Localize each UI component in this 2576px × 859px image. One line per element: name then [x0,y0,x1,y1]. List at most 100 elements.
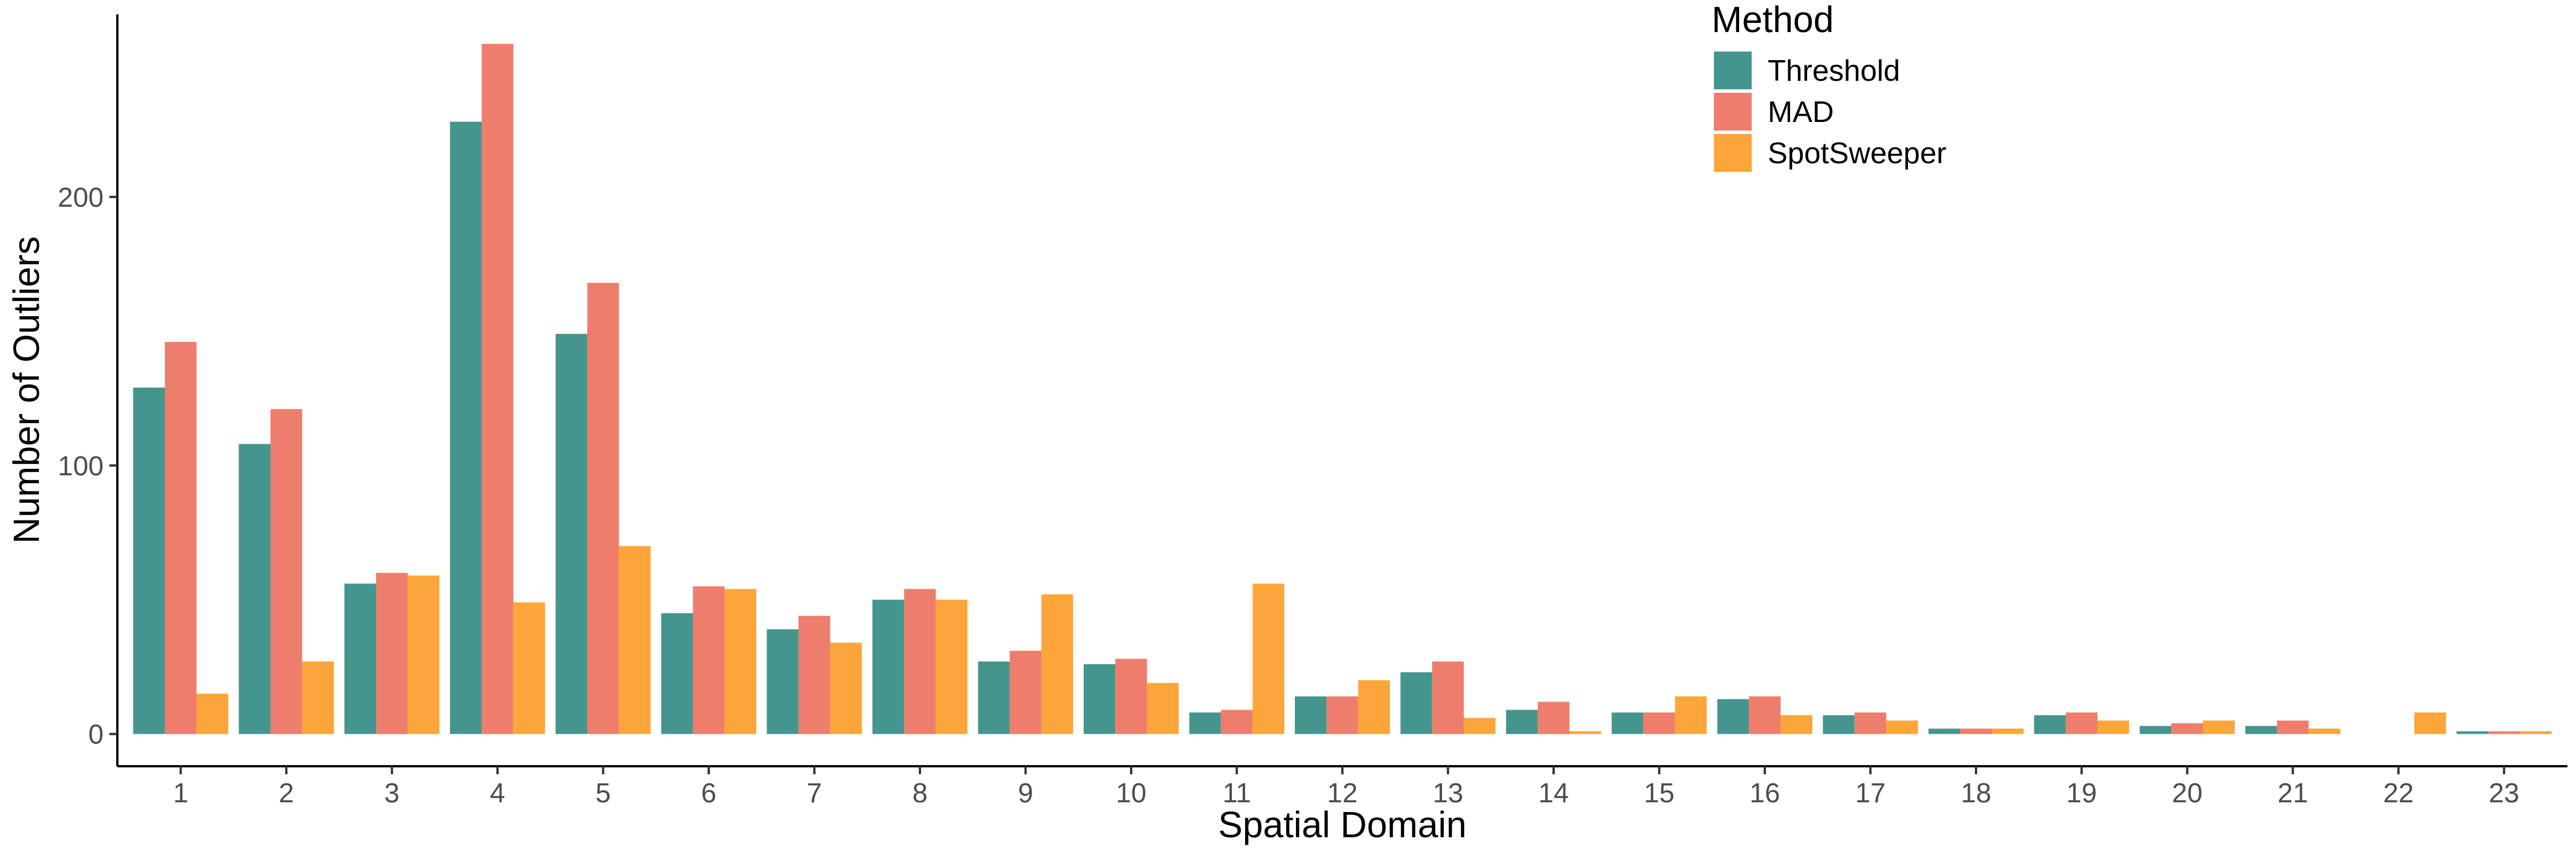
bar-mad-17 [1854,712,1887,734]
legend-label-threshold: Threshold [1768,54,1900,88]
bar-threshold-23 [2456,731,2488,734]
x-tick-label: 11 [1223,778,1251,809]
bar-spotsweeper-4 [513,602,546,734]
bar-threshold-16 [1717,699,1749,734]
bar-threshold-14 [1506,710,1538,734]
bar-mad-12 [1326,696,1358,734]
bar-threshold-17 [1823,715,1855,734]
bar-threshold-4 [450,121,482,734]
bar-spotsweeper-5 [619,546,651,734]
legend: Method Threshold MAD SpotSweeper [1712,0,1946,172]
bar-spotsweeper-15 [1675,696,1707,734]
x-tick-label: 2 [279,778,294,809]
x-tick-label: 19 [2067,778,2097,809]
bar-threshold-1 [133,387,165,734]
bar-spotsweeper-18 [1992,728,2024,734]
bar-mad-9 [1009,651,1042,734]
bar-threshold-2 [239,444,271,734]
x-tick-label: 21 [2278,778,2308,809]
bar-spotsweeper-10 [1147,683,1179,734]
y-ticks: 0 100 200 [58,183,117,750]
legend-swatch-mad [1714,93,1752,131]
bar-threshold-15 [1611,712,1643,734]
x-tick-label: 17 [1855,778,1886,809]
y-axis-title: Number of Outliers [6,236,47,543]
bar-mad-3 [376,573,408,734]
bar-spotsweeper-9 [1041,594,1073,734]
bar-mad-13 [1432,661,1464,734]
bar-mad-20 [2171,723,2203,734]
bar-threshold-3 [344,584,376,734]
legend-items: Threshold MAD SpotSweeper [1714,52,1946,172]
y-tick-label: 100 [58,451,104,482]
x-tick-label: 5 [595,778,611,809]
bar-spotsweeper-1 [196,693,228,734]
x-tick-label: 9 [1018,778,1033,809]
bar-mad-1 [165,342,197,734]
x-tick-label: 22 [2383,778,2413,809]
legend-swatch-threshold [1714,52,1752,89]
bar-threshold-20 [2139,726,2172,734]
bar-threshold-18 [1928,728,1961,734]
bar-threshold-5 [555,334,587,734]
bar-threshold-11 [1189,712,1221,734]
bar-spotsweeper-8 [935,600,968,734]
x-tick-label: 10 [1116,778,1146,809]
bar-mad-10 [1115,659,1147,734]
bar-threshold-10 [1084,664,1116,734]
bar-mad-14 [1538,702,1570,734]
bar-mad-6 [693,586,725,734]
bar-spotsweeper-11 [1253,584,1285,734]
bar-threshold-21 [2245,726,2277,734]
bar-threshold-6 [661,613,693,734]
bar-mad-19 [2065,712,2098,734]
x-tick-label: 12 [1327,778,1357,809]
bar-mad-7 [798,616,831,734]
x-tick-label: 15 [1644,778,1674,809]
x-tick-label: 23 [2489,778,2519,809]
legend-title: Method [1712,0,1834,40]
x-tick-label: 13 [1433,778,1463,809]
x-tick-label: 14 [1538,778,1568,809]
x-ticks: 1 2 3 4 5 6 7 8 9 10 11 12 13 14 15 16 17 18 19 20 21 22 23 [173,766,2519,809]
bar-mad-8 [904,589,936,734]
x-tick-label: 7 [807,778,822,809]
bar-mad-2 [270,409,302,734]
bar-spotsweeper-22 [2414,712,2446,734]
x-tick-label: 8 [912,778,928,809]
bars-layer [133,44,2552,734]
bar-threshold-8 [872,600,904,734]
bar-threshold-7 [767,629,799,734]
bar-threshold-9 [978,661,1010,734]
bar-spotsweeper-23 [2519,731,2552,734]
bar-spotsweeper-16 [1780,715,1812,734]
x-tick-label: 4 [490,778,505,809]
x-tick-label: 16 [1749,778,1780,809]
x-tick-label: 1 [173,778,188,809]
legend-swatch-spotsweeper [1714,134,1752,172]
x-tick-label: 20 [2172,778,2202,809]
bar-spotsweeper-2 [302,661,334,734]
y-tick-label: 0 [88,720,104,750]
x-axis-title: Spatial Domain [1218,804,1467,845]
bar-spotsweeper-6 [724,589,757,734]
bar-spotsweeper-20 [2203,720,2235,734]
bar-mad-11 [1220,710,1253,734]
bar-mad-16 [1749,696,1781,734]
bar-mad-18 [1960,728,1992,734]
x-tick-label: 18 [1961,778,1991,809]
bar-threshold-12 [1294,696,1327,734]
bar-threshold-19 [2034,715,2066,734]
bar-spotsweeper-21 [2309,728,2341,734]
bar-spotsweeper-17 [1886,720,1918,734]
bar-mad-4 [481,44,513,734]
legend-label-spotsweeper: SpotSweeper [1768,137,1946,170]
bar-mad-23 [2488,731,2520,734]
legend-label-mad: MAD [1768,96,1834,129]
bar-spotsweeper-3 [408,576,440,734]
x-tick-label: 6 [701,778,717,809]
x-tick-label: 3 [384,778,400,809]
bar-spotsweeper-19 [2097,720,2129,734]
bar-spotsweeper-7 [830,643,862,734]
